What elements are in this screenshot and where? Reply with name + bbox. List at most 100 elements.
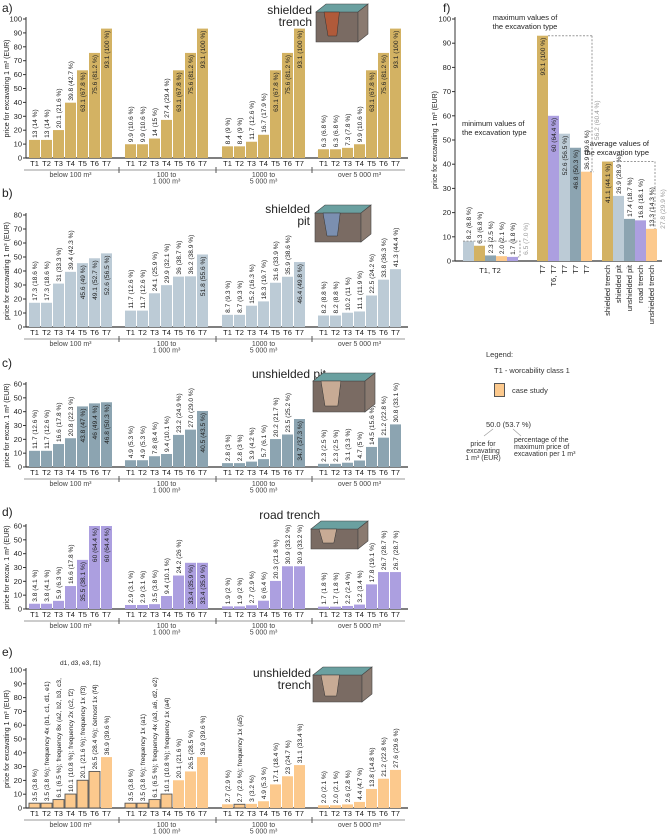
x-tick-label: T1 [319,159,328,168]
x-tick-label: T1 [126,468,135,477]
bar-t4 [258,134,269,158]
x-tick-label: T5 [78,159,87,168]
x-tick-label: T2 [42,159,51,168]
bar-t6 [185,562,196,609]
x-tick-label: T5 [367,328,376,337]
bar-t1 [125,310,136,327]
x-tick-label: T1 [126,610,135,619]
x-tick-label: T7 [582,265,591,274]
bar-value-label: 22.5 (24.2 %) [369,254,376,294]
bar-value-label: 2.2 (2.4 %) [345,572,352,604]
bar-t1 [29,139,40,158]
legend-case-study-label: case study [512,386,548,395]
legend-leader-line [483,428,494,437]
y-tick-label: 40 [443,160,451,169]
y-tick-label: 40 [14,549,22,558]
x-tick-label: T5 [174,809,183,818]
bar-value-label: 45.6 (49 %) [80,265,87,299]
x-tick-label: T2 [235,159,244,168]
x-tick-label: T6 [186,610,195,619]
bar-t6 [282,52,293,158]
bar-t7 [294,566,305,609]
bar-t4 [160,793,173,809]
y-tick-label: 10 [14,309,22,318]
bar-value-label: 31 (33.3 %) [56,248,63,282]
y-axis-label: price for excavating 1 m³ (EUR) [4,222,11,320]
panel-e: e) 0 10 20 30 40 50 60 70 80 90 100 price for excava… [2,645,408,836]
group-title: the excavation type [584,148,649,157]
bar-value-label: 75.6 (81.2 %) [92,55,99,95]
bar-t4 [354,144,365,158]
bar-t4 [258,600,269,609]
x-tick-label: T6 [283,809,292,818]
x-tick-label: T1 [126,328,135,337]
bar-value-label: 39.4 (42.3 %) [68,230,75,270]
bar-value-label: 33.4 (35.9 %) [200,565,207,605]
bar-value-label: 6.1 (6.5 %); frequency 4x (a3, a6, d2, e… [152,677,159,797]
panel-letter: f) [443,1,450,15]
bar-t5 [270,70,281,158]
bar-value-label: 4.7 (5 %) [357,432,364,459]
bar-value-label: 60 (64.4 %) [92,528,99,562]
summary-bar [646,228,657,261]
excavation-top-face [312,372,376,382]
bar-t5 [366,295,377,327]
summary-bar [463,241,474,261]
y-axis-label: price for excav. 1 m³ (EUR) [4,525,11,609]
panel-title: shielded [267,3,312,17]
y-tick-label: 50 [14,84,22,93]
bar-value-label: 24.2 (26 %) [176,539,183,573]
bar-t1 [318,315,329,327]
excavation-pit [323,11,340,37]
bar-value-label: 11.7 (12.6 %) [44,410,51,449]
y-tick-label: 80 [14,211,22,220]
group-label: 1 000 m³ [153,488,181,495]
bar-t1 [318,463,329,467]
y-tick-label: 70 [14,56,22,65]
y-tick-label: 80 [443,63,451,72]
x-tick-label: T5 [271,328,280,337]
bar-t3 [246,803,257,808]
group-label: over 5 000 m³ [338,623,382,630]
bar-value-label: 46.8 (50.3 %) [573,150,580,190]
x-tick-label: T1 [223,159,232,168]
bar-t2 [330,149,341,158]
x-tick-label: T4 [355,468,364,477]
x-tick-label: T1 [223,809,232,818]
x-tick-label: T7 [102,809,111,818]
bar-value-label: 3 (3.2 %) [249,775,256,802]
panel-title: trench [278,678,311,692]
panel-title: road trench [259,508,320,522]
y-tick-label: 70 [443,87,451,96]
bar-t3 [342,312,353,327]
bar-value-label: 1.9 (2 %) [225,578,232,605]
group-label: over 5 000 m³ [338,341,382,348]
x-tick-label: T6 [283,159,292,168]
x-tick-label: T3 [150,468,159,477]
bar-value-label: 9.4 (10.1 %) [164,416,171,452]
bar-t7 [197,562,208,609]
group-label: 1 000 m³ [153,179,181,186]
x-tick-label: T3 [54,159,63,168]
bar-value-label: 46 (49.4 %) [92,405,99,439]
x-tick-label: T1 [30,468,39,477]
x-tick-label: T2 [42,468,51,477]
bar-t3 [53,283,64,327]
x-tick-label: T5 [271,159,280,168]
bar-t7 [197,254,208,327]
bar-value-label: 29.9 (32.1 %) [164,244,171,284]
bar-value-label: 6.3 (6.8 %) [321,115,328,147]
x-tick-label: T5 [78,809,87,818]
x-tick-label: T1 [30,328,39,337]
bar-t2 [41,450,52,467]
panel-f: f) 0 10 20 30 40 50 60 70 80 90 100 price for excava… [432,1,667,437]
panel-letter: e) [2,645,13,659]
x-tick-label: T2 [331,809,340,818]
bar-t2 [137,310,148,327]
bar-value-label: 3.5 (3.8 %); frequency 1x (a1) [140,714,147,801]
excavation-side-face [364,372,376,413]
panel-title: shielded [265,202,310,216]
bar-value-label: 14 (15 %) [152,108,159,137]
